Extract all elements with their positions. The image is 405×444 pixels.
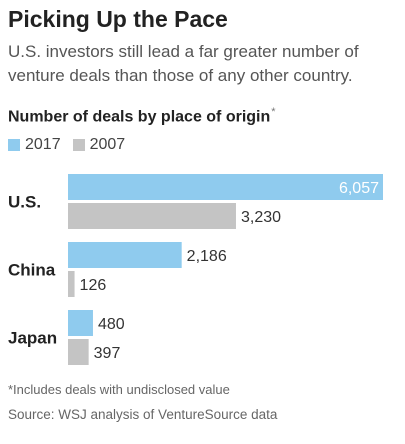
category-label: Japan <box>8 329 57 348</box>
data-label: 6,057 <box>339 180 379 197</box>
bar-2007-china <box>68 271 75 297</box>
legend-label-2017: 2017 <box>25 136 61 153</box>
category-label: China <box>8 261 56 280</box>
category-label: U.S. <box>8 193 41 212</box>
bar-2017-china <box>68 242 182 268</box>
legend-swatch-2007 <box>72 139 85 151</box>
bar-2007-us <box>68 203 236 229</box>
legend-swatch-2017 <box>8 139 20 151</box>
bar-chart: U.S. 6,057 3,230 China 2,186 126 Japan 480 397 <box>8 174 383 365</box>
legend-label-2007: 2007 <box>89 136 126 153</box>
data-label: 397 <box>94 345 121 362</box>
source-note: Source: WSJ analysis of VentureSource da… <box>8 407 278 422</box>
legend-item-2017: 2017 <box>8 136 61 154</box>
legend: 2017 2007 <box>8 134 137 156</box>
data-label: 3,230 <box>241 209 281 226</box>
chart-heading: Number of deals by place of origin* <box>8 106 276 126</box>
bar-2017-japan <box>68 310 93 336</box>
footnote: *Includes deals with undisclosed value <box>8 382 230 397</box>
legend-item-2007: 2007 <box>72 136 126 154</box>
chart-subtitle: U.S. investors still lead a far greater … <box>8 42 359 85</box>
data-label: 126 <box>80 277 107 294</box>
chart-title: Picking Up the Pace <box>8 6 228 32</box>
bar-2017-us <box>68 174 383 200</box>
data-label: 480 <box>98 316 125 333</box>
bar-2007-japan <box>68 339 89 365</box>
chart-heading-text: Number of deals by place of origin <box>8 108 271 126</box>
footnote-mark: * <box>271 106 276 118</box>
data-label: 2,186 <box>187 248 227 265</box>
